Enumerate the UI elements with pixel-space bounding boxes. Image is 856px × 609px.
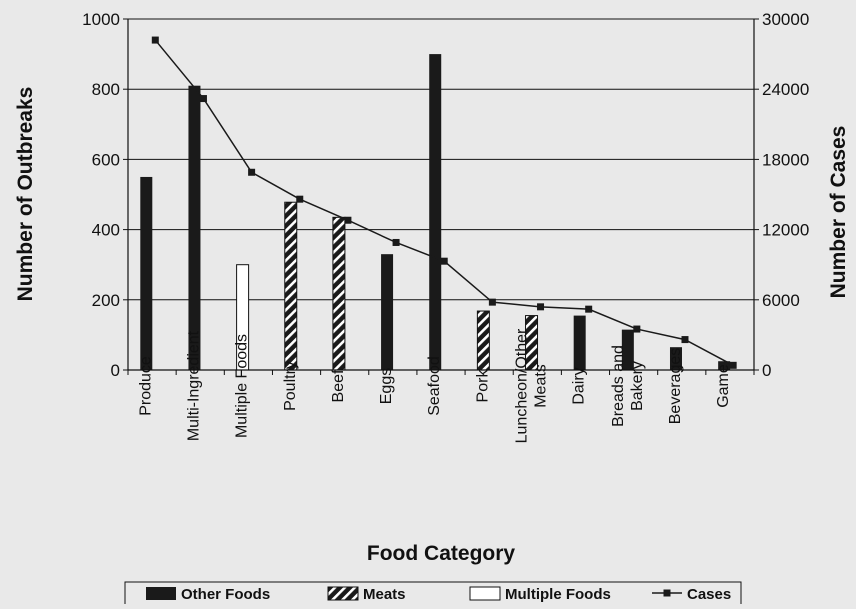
category-label-eggs: Eggs	[378, 368, 395, 404]
legend-box	[124, 581, 742, 607]
y-tick-label-left: 200	[92, 291, 120, 310]
cases-point-poultry	[296, 195, 304, 203]
y-tick-label-right: 30000	[762, 10, 809, 29]
bar-seafood	[429, 54, 442, 370]
x-axis-title: Food Category	[367, 542, 515, 565]
category-label-seafood: Seafood	[426, 356, 443, 416]
legend-label-multiple-foods: Multiple Foods	[505, 586, 611, 603]
cases-point-pork	[488, 298, 496, 306]
cases-point-luncheon-other-meats	[537, 303, 545, 311]
y-tick-label-left: 0	[111, 361, 120, 380]
y-tick-label-right: 0	[762, 361, 771, 380]
category-label-poultry: Poultry	[282, 361, 299, 411]
y-axis-title-right: Number of Cases	[827, 126, 850, 299]
cases-point-game	[729, 361, 737, 369]
category-label-beverages: Beverages	[667, 348, 684, 425]
category-label-game: Game	[715, 364, 732, 408]
cases-point-multi-ingredient	[199, 95, 207, 103]
cases-line	[151, 36, 737, 369]
y-tick-label-right: 6000	[762, 291, 800, 310]
y-tick-label-right: 18000	[762, 150, 809, 169]
y-axis-title-left: Number of Outbreaks	[14, 87, 37, 302]
bar-poultry	[284, 201, 298, 371]
bar-dairy	[573, 315, 586, 370]
bar-breads-and-bakery	[621, 329, 634, 370]
legend-swatch-other-foods	[146, 587, 176, 600]
legend: Other Foods Meats Multiple Foods Cases	[124, 581, 742, 607]
legend-label-cases: Cases	[687, 586, 731, 603]
tick-labels: 0 200 400 600 800 1000 0 6000 12000 18000 24000 300…	[82, 10, 809, 380]
y-tick-label-right: 12000	[762, 221, 809, 240]
category-label-beef: Beef	[330, 369, 347, 402]
bar-game	[718, 361, 731, 370]
cases-point-produce	[151, 36, 159, 44]
cases-point-beef	[344, 216, 352, 224]
legend-swatch-multiple-foods	[469, 586, 501, 601]
legend-marker-cases	[663, 589, 671, 597]
bars	[140, 54, 731, 371]
legend-label-other-foods: Other Foods	[181, 586, 270, 603]
cases-point-seafood	[440, 257, 448, 265]
category-label-multi-ingredient: Multi-Ingredient	[185, 330, 202, 441]
category-label-breads-and-bakery: Breads and Bakery	[610, 345, 646, 427]
y-tick-label-left: 600	[92, 150, 120, 169]
category-labels: Produce Multi-Ingredient Multiple Foods Pou…	[137, 328, 732, 443]
bar-produce	[140, 176, 153, 370]
cases-point-dairy	[585, 305, 593, 313]
bar-beverages	[669, 347, 682, 370]
bar-eggs	[381, 254, 394, 370]
category-label-dairy: Dairy	[571, 367, 588, 404]
category-label-multiple-foods: Multiple Foods	[234, 334, 251, 438]
category-label-produce: Produce	[137, 356, 154, 416]
cases-point-beverages	[681, 336, 689, 344]
cases-point-eggs	[392, 238, 400, 246]
category-label-luncheon-other-meats: Luncheon/Other Meats	[514, 328, 550, 443]
category-label-pork: Pork	[474, 369, 491, 403]
legend-label-meats: Meats	[363, 586, 406, 603]
y-tick-label-left: 800	[92, 80, 120, 99]
y-tick-label-left: 400	[92, 221, 120, 240]
bar-pork	[476, 310, 490, 371]
cases-point-breads-and-bakery	[633, 325, 641, 333]
cases-point-multiple-foods	[248, 168, 256, 176]
legend-swatch-meats	[327, 586, 359, 601]
bar-multi-ingredient	[188, 85, 201, 370]
axes	[123, 18, 759, 375]
y-tick-label-left: 1000	[82, 10, 120, 29]
y-tick-label-right: 24000	[762, 80, 809, 99]
bar-beef	[332, 216, 346, 371]
